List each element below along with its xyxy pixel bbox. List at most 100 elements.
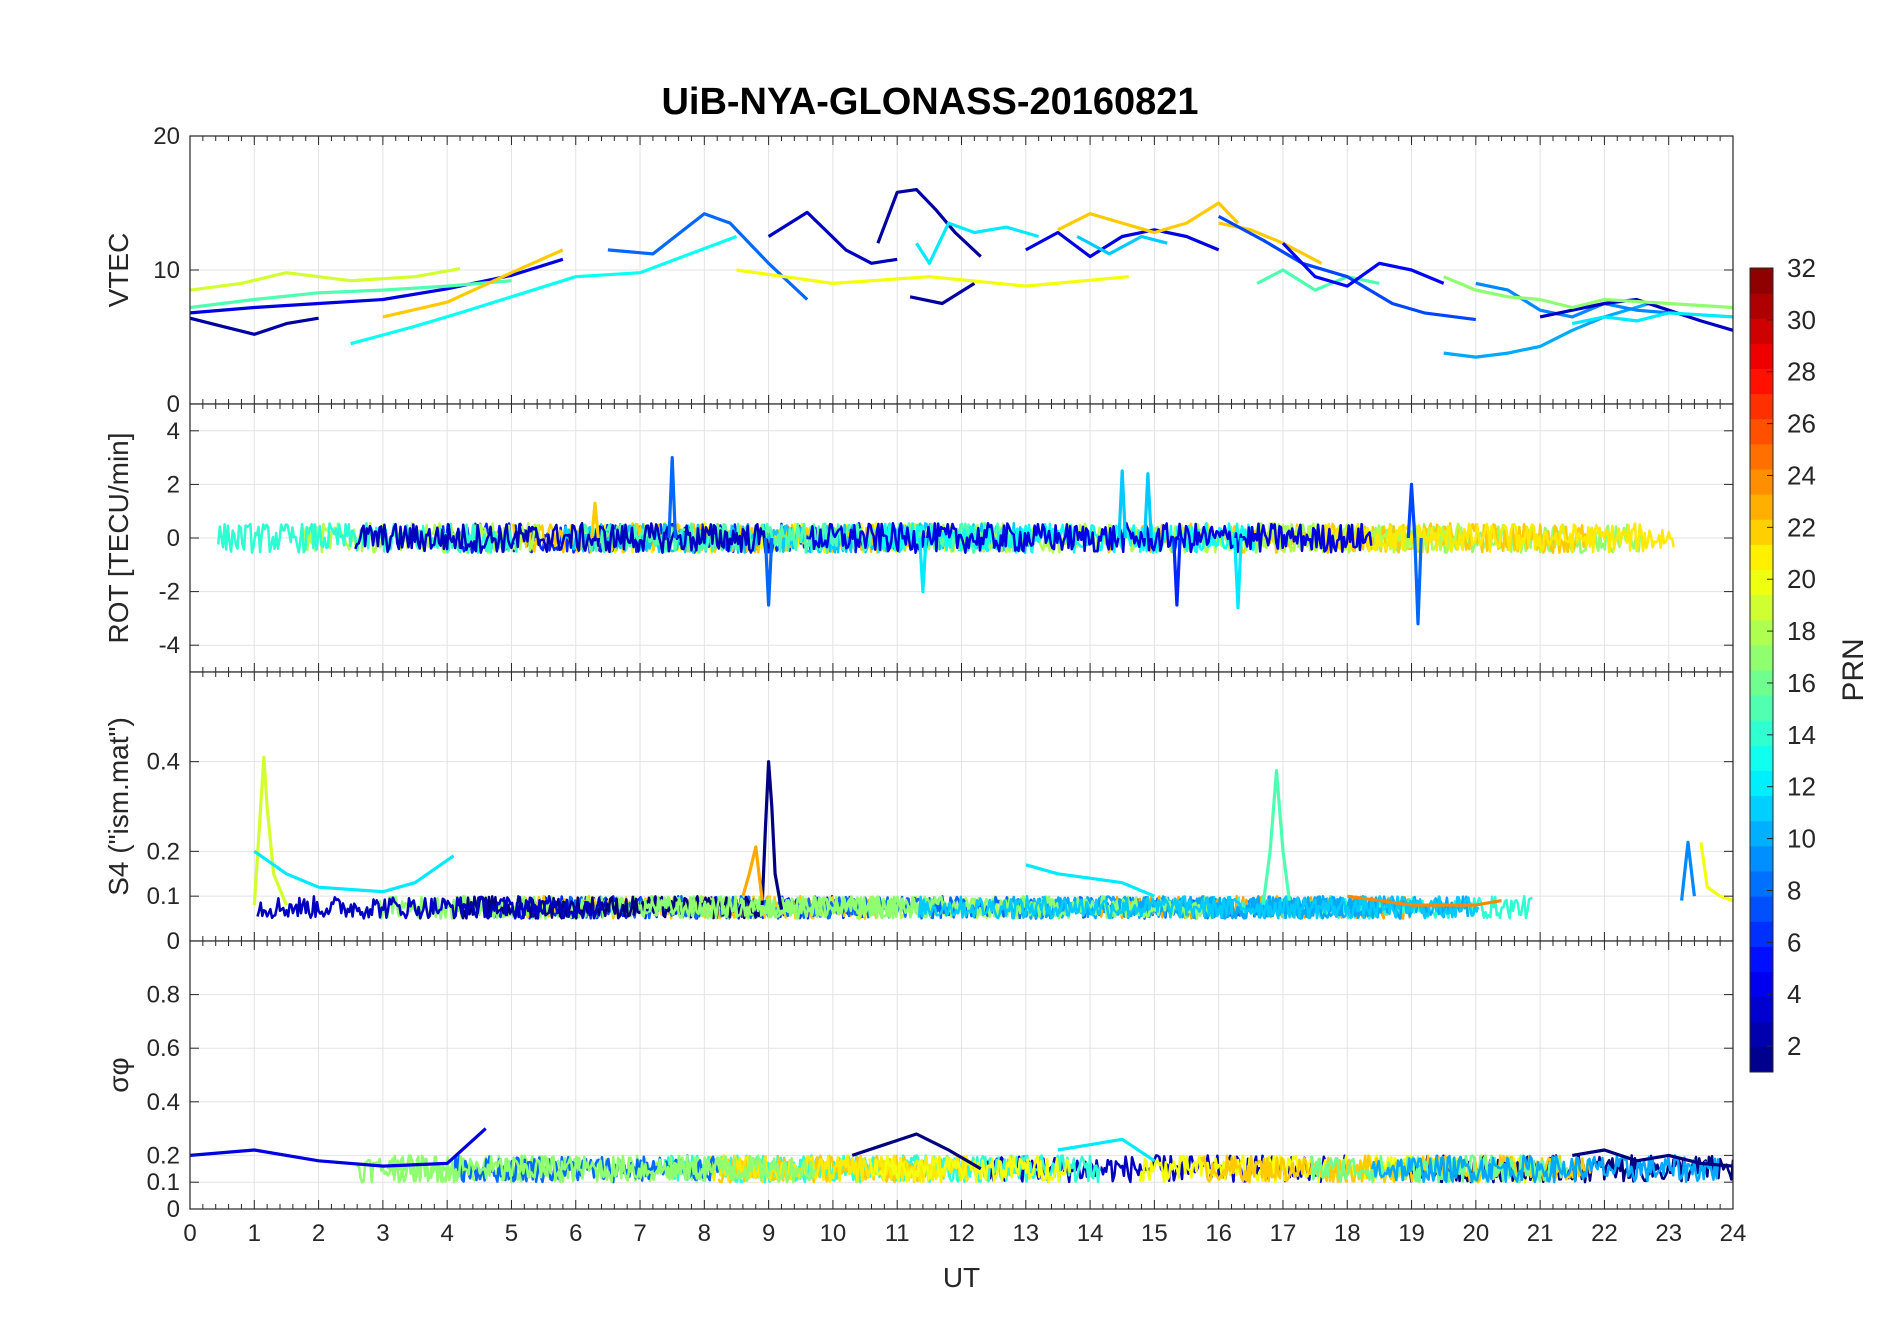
colorbar-tick-label: 4 [1787,979,1801,1009]
colorbar-segment [1750,946,1773,972]
x-tick-label: 8 [698,1220,711,1247]
y-tick-label: 0.6 [147,1035,180,1062]
noise-trace [917,895,1480,920]
colorbar-segment [1750,368,1773,395]
noise-trace [354,522,770,554]
series-prn-15 [190,279,512,310]
colorbar-segment [1750,921,1773,947]
colorbar-tick-label: 24 [1787,460,1816,490]
y-tick-label: 0.2 [147,838,180,865]
colorbar-segment [1750,569,1773,596]
colorbar-segment [1750,670,1773,696]
x-tick-label: 16 [1205,1220,1232,1247]
x-tick-label: 21 [1527,1220,1554,1247]
colorbar-segment [1750,1021,1773,1048]
colorbar-tick-label: 18 [1787,616,1816,646]
colorbar-segment [1750,644,1773,671]
series-group [190,188,1733,359]
series-prn-12 [1233,537,1243,610]
noise-trace [1309,1154,1569,1184]
colorbar-segment [1750,996,1773,1023]
colorbar-segment [1750,343,1773,369]
y-tick-label: 2 [167,471,180,498]
x-tick-label: 5 [505,1220,518,1247]
y-tick-label: -2 [159,579,180,606]
x-axis-label: UT [943,1262,980,1293]
series-prn-20 [1699,842,1733,903]
colorbar-tick-label: 14 [1787,720,1816,750]
x-tick-label: 15 [1141,1220,1168,1247]
y-axis-label: S4 ("ism.mat") [103,717,134,896]
x-tick-label: 14 [1077,1220,1104,1247]
series-prn-12 [918,537,928,594]
series-prn-22 [382,248,564,319]
series-group [216,456,1675,626]
colorbar-segment [1750,494,1773,520]
noise-trace [256,895,609,920]
noise-trace [1321,522,1675,554]
series-prn-19 [252,755,288,906]
series-prn-22 [590,501,600,539]
noise-trace [216,522,518,554]
colorbar-segment [1750,1046,1773,1073]
x-tick-label: 1 [248,1220,261,1247]
series-prn-1 [851,1132,982,1171]
series-prn-1 [760,760,784,910]
series-prn-11 [1143,472,1153,539]
x-tick-label: 4 [440,1220,453,1247]
x-tick-label: 13 [1012,1220,1039,1247]
y-tick-label: 0 [167,525,180,552]
series-prn-4 [190,257,564,315]
colorbar-tick-label: 12 [1787,772,1816,802]
x-tick-label: 24 [1720,1220,1747,1247]
x-tick-label: 6 [569,1220,582,1247]
x-tick-label: 18 [1334,1220,1361,1247]
colorbar-segment [1750,896,1773,922]
x-tick-label: 17 [1270,1220,1297,1247]
series-prn-12 [915,221,1040,265]
panel-vtec: 0 10 20 VTEC [103,123,1734,418]
colorbar-frame [1749,267,1774,1073]
x-tick-label: 12 [948,1220,975,1247]
y-tick-label: 0.4 [147,1089,180,1116]
colorbar-segment [1750,619,1773,646]
colorbar-segment [1750,695,1773,721]
colorbar-segment [1750,871,1773,897]
series-prn-15 [1262,769,1291,901]
noise-trace [386,1154,817,1184]
x-tick-label: 19 [1398,1220,1425,1247]
colorbar-segment [1750,418,1773,445]
y-tick-label: -4 [159,632,180,659]
series-prn-11 [1117,469,1127,539]
series-prn-8 [667,456,677,539]
noise-trace [1370,1154,1720,1184]
series-prn-5 [1281,242,1445,288]
series-prn-6 [1172,537,1182,607]
colorbar-tick-label: 2 [1787,1031,1801,1061]
y-axis-label: ROT [TECU/min] [103,432,134,643]
series-prn-7 [1406,482,1417,539]
y-tick-label: 4 [167,418,180,445]
colorbar-tick-label: 20 [1787,564,1816,594]
series-prn-4 [190,1127,487,1168]
y-tick-label: 0 [167,928,180,955]
y-tick-label: 0.1 [147,883,180,910]
x-tick-label: 0 [183,1220,196,1247]
series-prn-24 [1347,894,1502,907]
colorbar-segment [1750,594,1773,621]
colorbar-segment [1750,845,1773,872]
series-prn-12 [1571,311,1733,326]
colorbar-segment [1750,745,1773,771]
series-prn-7 [1217,214,1477,322]
colorbar-segment [1750,820,1773,847]
x-tick-label: 23 [1655,1220,1682,1247]
x-tick-label: 11 [885,1220,910,1247]
noise-trace [457,895,762,920]
colorbar-segment [1750,795,1773,822]
x-tick-label: 3 [376,1220,389,1247]
x-tick-label: 9 [762,1220,775,1247]
colorbar-segment [1750,268,1773,294]
noise-trace [639,895,1214,920]
series-prn-9 [1680,840,1696,901]
